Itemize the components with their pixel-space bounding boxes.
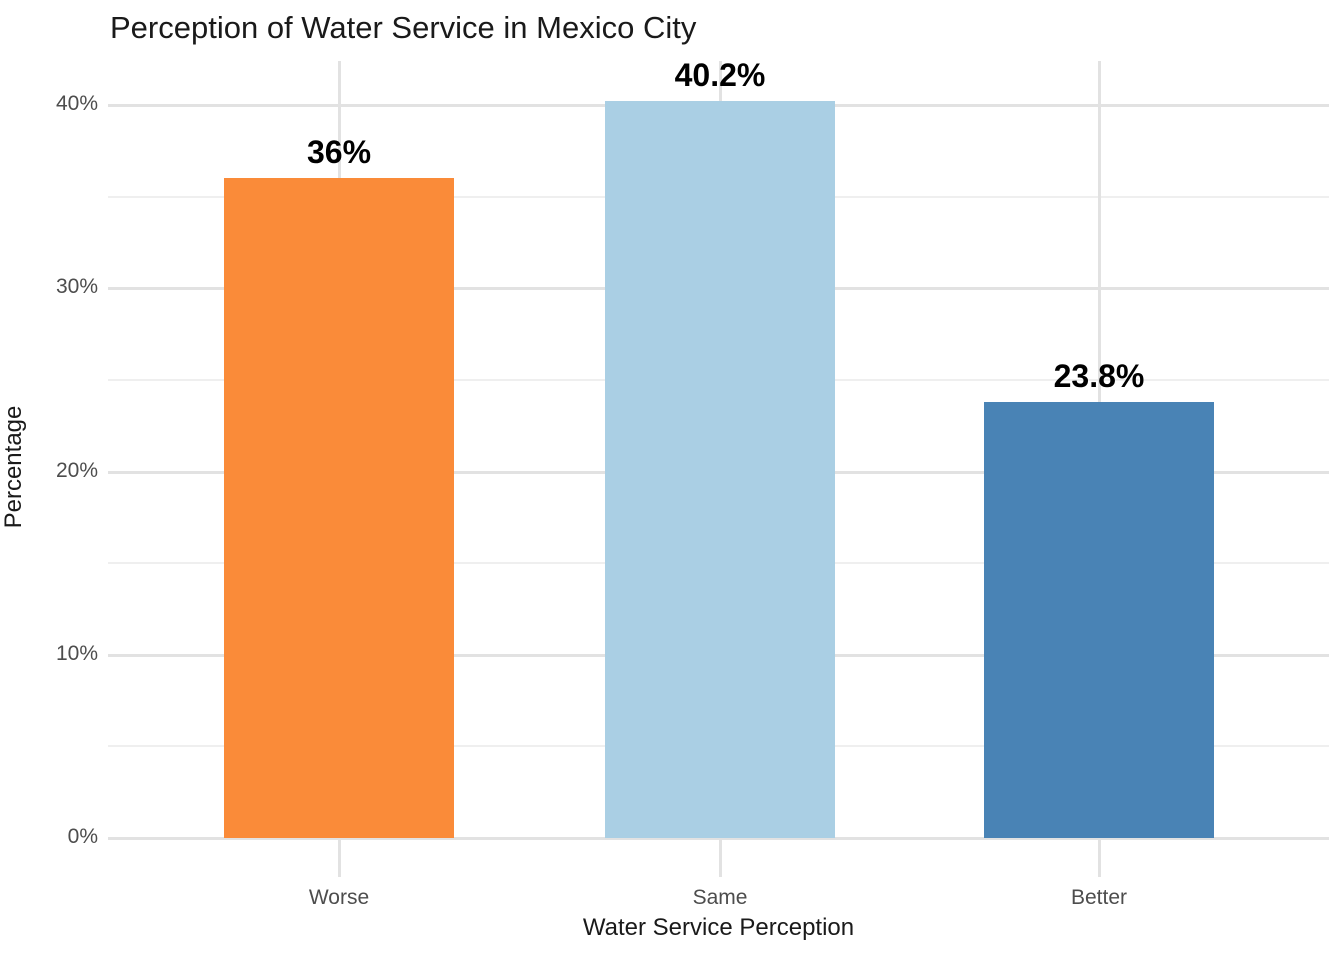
y-tick-label: 10% — [55, 641, 98, 665]
x-axis-title: Water Service Perception — [582, 914, 855, 941]
bar-same — [605, 101, 835, 838]
gridline-major — [108, 837, 1329, 840]
x-category-label: Same — [692, 886, 748, 909]
y-tick-label: 20% — [55, 458, 98, 482]
chart-title: Perception of Water Service in Mexico Ci… — [110, 10, 697, 45]
y-tick-label: 0% — [67, 825, 98, 848]
x-category-label: Worse — [308, 886, 370, 909]
bar-value-label: 36% — [306, 134, 372, 171]
bar-value-label: 23.8% — [1053, 357, 1145, 394]
plot-panel: 0% 10% 20% 30% 40% 36% Worse 40.2% Same 23.8% Bett… — [56, 57, 1329, 909]
bar-better — [984, 401, 1214, 838]
x-category-label: Better — [1070, 886, 1128, 909]
bar-value-label: 40.2% — [674, 57, 766, 94]
y-tick-label: 30% — [55, 275, 98, 299]
y-axis-title: Percentage — [0, 405, 27, 529]
bar-worse — [224, 178, 454, 838]
y-tick-label: 40% — [55, 92, 98, 115]
